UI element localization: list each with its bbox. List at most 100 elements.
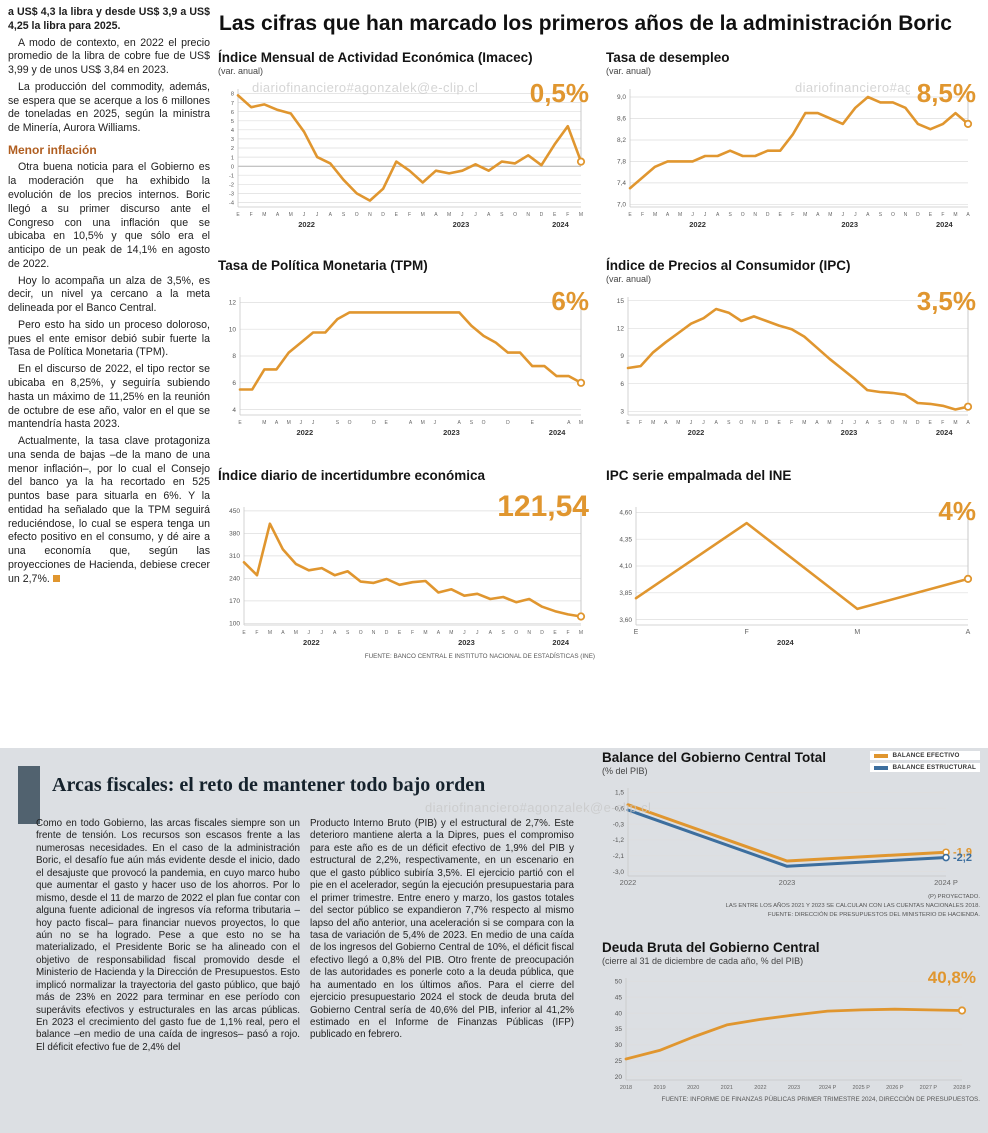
chart-title: Deuda Bruta del Gobierno Central: [602, 940, 820, 955]
svg-text:6: 6: [231, 110, 234, 116]
svg-text:M: M: [262, 420, 266, 426]
svg-text:O: O: [348, 420, 352, 426]
svg-text:-1: -1: [229, 173, 234, 179]
svg-text:2023: 2023: [779, 878, 796, 887]
svg-text:9: 9: [620, 353, 624, 360]
svg-text:2021: 2021: [721, 1085, 733, 1091]
article-paragraph: a US$ 4,3 la libra y desde US$ 3,9 a US$…: [8, 6, 210, 32]
svg-text:-1,2: -1,2: [613, 837, 625, 844]
article-paragraph: La producción del commodity, además, se …: [8, 80, 210, 135]
svg-text:2024: 2024: [936, 428, 954, 437]
svg-text:A: A: [487, 212, 491, 218]
svg-text:J: J: [704, 212, 707, 218]
chart-source: FUENTE: INFORME DE FINANZAS PÚBLICAS PRI…: [661, 1096, 980, 1103]
svg-text:J: J: [434, 420, 437, 426]
svg-text:2022: 2022: [620, 878, 637, 887]
article-paragraph: A modo de contexto, en 2022 el precio pr…: [8, 36, 210, 77]
svg-text:F: F: [408, 212, 411, 218]
svg-text:7,4: 7,4: [617, 180, 626, 187]
svg-text:0,6: 0,6: [615, 805, 624, 812]
chart-canvas-ipc: 15 12 9 6 3 E F M A M J J A S O N D E F M A M J J A S O N D E F M A 2022 2…: [606, 289, 982, 441]
svg-text:N: N: [904, 212, 908, 218]
svg-text:M: M: [953, 212, 957, 218]
svg-text:4,10: 4,10: [619, 563, 632, 570]
svg-text:F: F: [941, 212, 944, 218]
page-title: Las cifras que han marcado los primeros …: [219, 12, 952, 35]
chart-footnotes: (P) PROYECTADO. LAS ENTRE LOS AÑOS 2021 …: [602, 893, 980, 920]
svg-text:35: 35: [615, 1026, 623, 1033]
svg-text:310: 310: [229, 553, 240, 560]
svg-text:M: M: [262, 212, 266, 218]
svg-text:A: A: [966, 212, 970, 218]
svg-text:M: M: [653, 212, 657, 218]
svg-text:A: A: [666, 212, 670, 218]
svg-text:N: N: [903, 420, 907, 426]
svg-text:4: 4: [231, 128, 234, 134]
svg-text:N: N: [753, 212, 757, 218]
svg-text:2024: 2024: [552, 220, 570, 229]
svg-text:2: 2: [231, 146, 234, 152]
svg-text:2022: 2022: [689, 220, 706, 229]
article-paragraph-text: Actualmente, la tasa clave protagoniza u…: [8, 435, 210, 585]
svg-text:7: 7: [231, 101, 234, 107]
svg-text:F: F: [641, 212, 644, 218]
svg-text:M: M: [579, 630, 583, 636]
svg-text:A: A: [276, 212, 280, 218]
svg-text:8: 8: [232, 353, 236, 360]
svg-text:M: M: [579, 212, 583, 218]
svg-text:E: E: [531, 420, 535, 426]
svg-text:-3,0: -3,0: [613, 869, 625, 876]
svg-text:M: M: [678, 212, 682, 218]
article-column: a US$ 4,3 la libra y desde US$ 3,9 a US$…: [8, 6, 210, 589]
article-paragraph: Otra buena noticia para el Gobierno es l…: [8, 161, 210, 270]
svg-text:F: F: [790, 420, 793, 426]
svg-text:J: J: [842, 212, 845, 218]
svg-text:M: M: [579, 420, 583, 426]
chart-end-value: 121,54: [497, 490, 589, 523]
svg-text:2020: 2020: [687, 1085, 699, 1091]
svg-text:A: A: [329, 212, 333, 218]
svg-text:3,85: 3,85: [619, 590, 632, 597]
svg-text:2024: 2024: [936, 220, 954, 229]
svg-text:8: 8: [231, 92, 234, 98]
svg-text:10: 10: [229, 326, 237, 333]
article-paragraph: En el discurso de 2022, el tipo rector s…: [8, 363, 210, 431]
svg-text:7,8: 7,8: [617, 159, 626, 166]
svg-text:8,6: 8,6: [617, 116, 626, 123]
svg-text:E: E: [929, 212, 933, 218]
svg-text:E: E: [242, 630, 246, 636]
svg-text:M: M: [449, 630, 453, 636]
svg-text:2022: 2022: [688, 428, 705, 437]
svg-text:M: M: [268, 630, 272, 636]
svg-text:M: M: [289, 212, 293, 218]
svg-text:2027 P: 2027 P: [920, 1085, 938, 1091]
fiscal-box: Arcas fiscales: el reto de mantener todo…: [10, 754, 592, 1126]
svg-text:E: E: [236, 212, 240, 218]
svg-text:S: S: [336, 420, 340, 426]
svg-text:E: E: [553, 212, 557, 218]
svg-text:A: A: [816, 212, 820, 218]
chart-title: Balance del Gobierno Central Total: [602, 750, 827, 765]
svg-text:3: 3: [231, 137, 234, 143]
svg-text:2025 P: 2025 P: [852, 1085, 870, 1091]
svg-text:J: J: [321, 630, 324, 636]
svg-text:M: M: [421, 420, 425, 426]
svg-text:O: O: [741, 212, 745, 218]
svg-text:2022: 2022: [298, 220, 315, 229]
svg-text:M: M: [287, 420, 291, 426]
svg-text:J: J: [463, 630, 466, 636]
svg-text:N: N: [526, 212, 530, 218]
svg-text:J: J: [853, 420, 856, 426]
svg-text:A: A: [716, 212, 720, 218]
chart-desempleo: Tasa de desempleo (var. anual) 8,5% 9,0 8…: [606, 50, 982, 233]
svg-text:E: E: [398, 630, 402, 636]
svg-text:A: A: [714, 420, 718, 426]
svg-text:D: D: [766, 212, 770, 218]
legend-swatch-orange: [874, 753, 889, 758]
svg-text:O: O: [739, 420, 743, 426]
article-subhead: Menor inflación: [8, 142, 97, 157]
svg-text:M: M: [421, 212, 425, 218]
svg-text:D: D: [765, 420, 769, 426]
svg-text:2022: 2022: [296, 428, 313, 437]
svg-text:D: D: [540, 630, 544, 636]
